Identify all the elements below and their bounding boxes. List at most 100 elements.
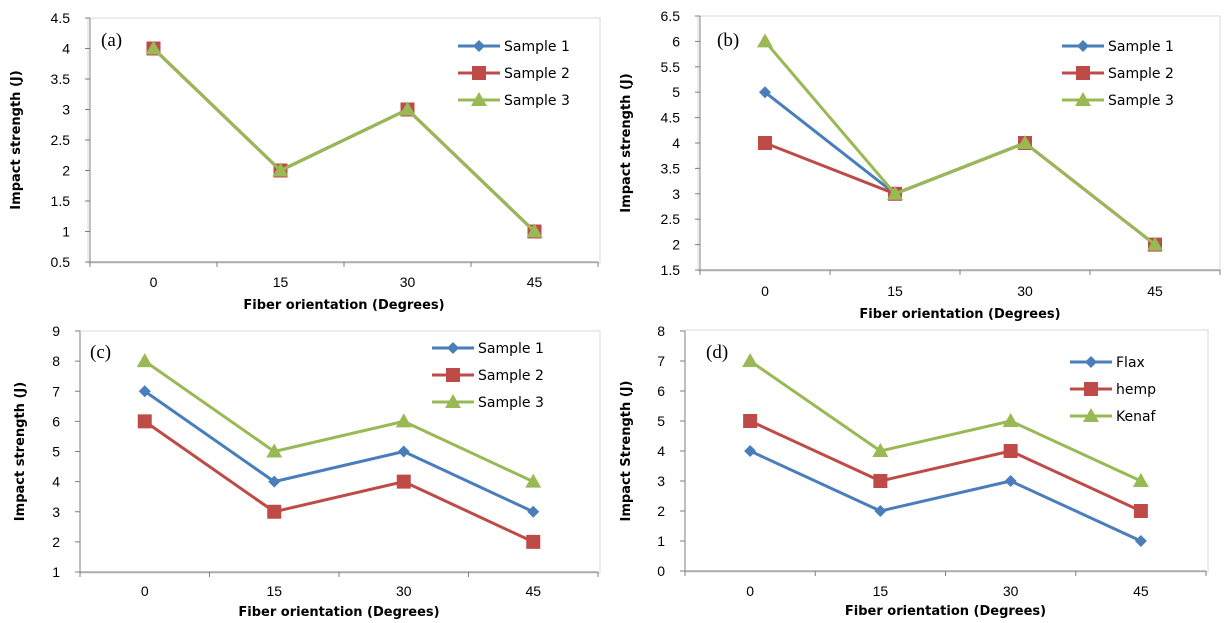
data-point-0-3 bbox=[1134, 535, 1147, 547]
data-point-2-3 bbox=[525, 473, 542, 488]
x-tick-label: 30 bbox=[400, 274, 416, 290]
y-tick-label: 3 bbox=[52, 504, 60, 520]
legend-label: Sample 1 bbox=[1108, 39, 1174, 55]
y-tick-label: 5.5 bbox=[661, 59, 681, 75]
series-line-1 bbox=[143, 420, 534, 544]
chart-panel-1: 1.5 2 2.5 3 3.5 4 4.5 5 5.5 6 6.5 0 15 30 45 Fiber orie… bbox=[619, 8, 1221, 322]
data-point-1-3 bbox=[1133, 504, 1148, 518]
y-tick-label: 5 bbox=[52, 444, 60, 460]
x-tick-label: 15 bbox=[273, 274, 289, 290]
y-tick-label: 3 bbox=[657, 473, 665, 489]
x-axis-title: Fiber orientation (Degrees) bbox=[243, 298, 444, 313]
legend-marker bbox=[472, 66, 486, 80]
y-tick-label: 2.5 bbox=[51, 132, 71, 148]
series-line-1 bbox=[764, 141, 1156, 246]
x-axis-title: Fiber orientation (Degrees) bbox=[845, 604, 1046, 619]
y-tick-label: 8 bbox=[52, 353, 60, 369]
x-tick-label: 30 bbox=[396, 583, 412, 599]
y-tick-label: 5 bbox=[657, 413, 665, 429]
y-tick-label: 1.5 bbox=[51, 193, 71, 209]
x-tick-label: 45 bbox=[1133, 583, 1149, 599]
y-tick-label: 6 bbox=[672, 33, 680, 49]
data-point-2-0 bbox=[136, 353, 153, 368]
y-tick-label: 9 bbox=[52, 323, 60, 339]
x-tick-label: 0 bbox=[761, 283, 769, 299]
y-tick-label: 2 bbox=[52, 534, 60, 550]
legend-label: Kenaf bbox=[1116, 409, 1157, 425]
data-point-2-1 bbox=[872, 443, 889, 457]
y-tick-label: 2 bbox=[62, 163, 70, 179]
y-tick-label: 4.5 bbox=[51, 10, 71, 26]
x-tick-label: 15 bbox=[887, 283, 903, 299]
series-line-1 bbox=[749, 419, 1142, 513]
y-tick-label: 7 bbox=[657, 353, 665, 369]
data-point-2-1 bbox=[266, 443, 283, 458]
data-point-2-0 bbox=[145, 40, 162, 55]
x-axis-title: Fiber orientation (Degrees) bbox=[238, 605, 439, 620]
y-tick-label: 6 bbox=[52, 413, 60, 429]
legend-marker bbox=[447, 342, 459, 354]
data-point-0-1 bbox=[268, 475, 281, 488]
legend-marker bbox=[471, 92, 487, 106]
data-point-2-2 bbox=[1002, 413, 1019, 427]
y-tick-label: 7 bbox=[52, 383, 60, 399]
y-tick-label: 4.5 bbox=[661, 110, 681, 126]
y-tick-label: 6.5 bbox=[661, 8, 681, 24]
legend-label: Sample 3 bbox=[504, 93, 570, 109]
legend-label: Sample 2 bbox=[504, 66, 570, 82]
y-tick-label: 5 bbox=[672, 84, 680, 100]
legend-marker bbox=[1084, 382, 1098, 396]
legend-label: Sample 3 bbox=[1108, 93, 1174, 109]
series-line-2 bbox=[143, 359, 534, 483]
x-tick-label: 0 bbox=[150, 274, 158, 290]
y-tick-label: 0.5 bbox=[51, 254, 71, 270]
data-point-2-0 bbox=[757, 33, 773, 48]
y-tick-label: 8 bbox=[657, 323, 665, 339]
legend-marker bbox=[1085, 356, 1097, 368]
data-point-0-2 bbox=[397, 445, 410, 458]
x-tick-label: 30 bbox=[1003, 583, 1019, 599]
y-tick-label: 3.5 bbox=[51, 71, 71, 87]
y-axis-title: Impact strength (J) bbox=[13, 382, 28, 521]
x-tick-label: 15 bbox=[266, 583, 282, 599]
y-tick-label: 6 bbox=[657, 383, 665, 399]
x-tick-label: 45 bbox=[527, 274, 543, 290]
data-point-2-2 bbox=[399, 101, 416, 116]
legend-label: Sample 2 bbox=[1108, 66, 1174, 82]
data-point-1-3 bbox=[526, 534, 541, 549]
y-tick-label: 4 bbox=[52, 474, 60, 490]
y-tick-label: 3.5 bbox=[661, 160, 681, 176]
x-tick-label: 45 bbox=[1147, 283, 1163, 299]
data-point-2-2 bbox=[395, 413, 412, 428]
y-tick-label: 1 bbox=[657, 533, 665, 549]
legend-label: Sample 3 bbox=[478, 395, 544, 411]
y-axis-title: Impact strength (J) bbox=[619, 73, 634, 212]
x-tick-label: 30 bbox=[1017, 283, 1033, 299]
data-point-2-3 bbox=[1147, 236, 1163, 251]
legend-label: hemp bbox=[1116, 382, 1156, 398]
data-point-1-0 bbox=[758, 136, 772, 150]
data-point-2-0 bbox=[742, 353, 759, 367]
data-point-2-3 bbox=[1132, 473, 1149, 487]
series-line-2 bbox=[749, 359, 1142, 483]
data-point-2-3 bbox=[526, 223, 543, 238]
data-point-2-2 bbox=[1017, 135, 1033, 149]
x-axis-title: Fiber orientation (Degrees) bbox=[859, 307, 1060, 322]
x-tick-label: 15 bbox=[873, 583, 889, 599]
legend-marker bbox=[1076, 66, 1090, 80]
x-tick-label: 45 bbox=[525, 583, 541, 599]
y-tick-label: 2 bbox=[672, 237, 680, 253]
series-line-2 bbox=[763, 40, 1156, 246]
panel-letter: (b) bbox=[717, 30, 739, 51]
panel-letter: (c) bbox=[90, 342, 111, 363]
y-tick-label: 2 bbox=[657, 503, 665, 519]
y-tick-label: 1 bbox=[62, 224, 70, 240]
series-line-2 bbox=[152, 47, 536, 233]
legend-marker bbox=[473, 40, 485, 52]
panel-letter: (a) bbox=[101, 30, 122, 51]
legend-marker bbox=[446, 368, 460, 382]
legend-marker bbox=[1075, 92, 1091, 106]
y-axis-title: Impact strength (J) bbox=[9, 70, 24, 209]
data-point-0-3 bbox=[527, 505, 540, 518]
